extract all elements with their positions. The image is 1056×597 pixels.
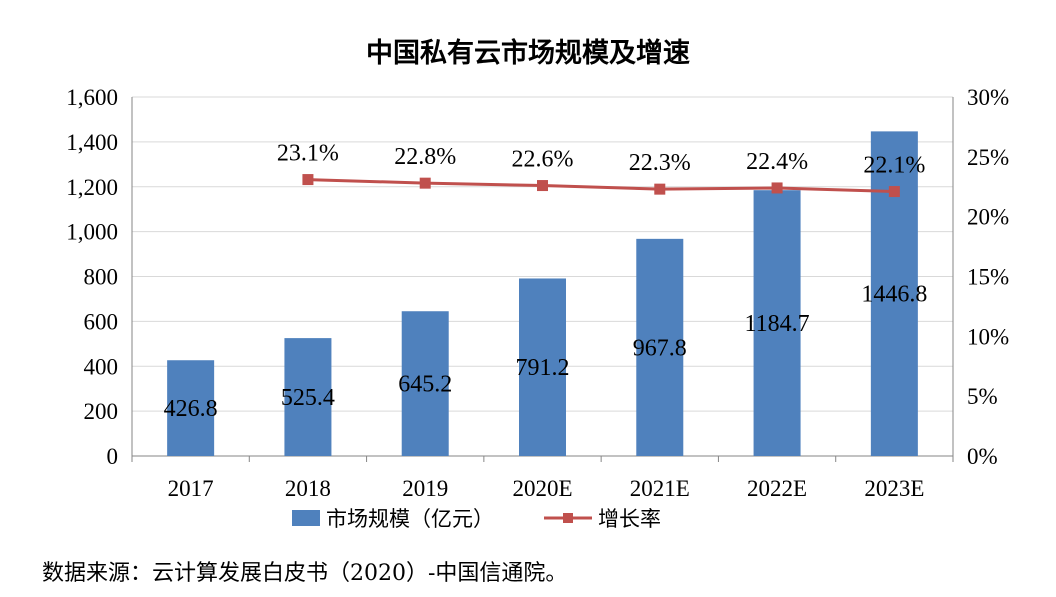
category-label: 2023E <box>864 476 924 501</box>
left-tick-label: 1,400 <box>66 130 118 155</box>
growth-value-label: 22.3% <box>629 150 691 176</box>
growth-marker <box>888 186 900 198</box>
category-label: 2022E <box>747 476 807 501</box>
bar-value-label: 1446.8 <box>861 282 927 308</box>
growth-value-label: 22.8% <box>394 144 456 170</box>
right-tick-label: 15% <box>967 265 1009 290</box>
category-label: 2020E <box>512 476 572 501</box>
growth-marker <box>771 182 783 194</box>
line-data-labels: 23.1% 22.8% 22.6% 22.3% 22.4% 22.1% <box>277 141 925 179</box>
growth-value-label: 23.1% <box>277 141 339 167</box>
growth-marker <box>537 180 548 192</box>
bar <box>636 238 684 456</box>
line-series <box>302 174 900 198</box>
bar <box>284 338 332 456</box>
legend-line-marker <box>563 513 573 523</box>
category-label: 2019 <box>402 476 448 501</box>
bar-data-labels: 426.8 525.4 645.2 791.2 967.8 1184.7 1446.8 <box>164 282 928 422</box>
bar-value-label: 525.4 <box>281 385 335 411</box>
category-labels: 2017 2018 2019 2020E 2021E 2022E 2023E <box>168 476 925 501</box>
legend-bar-swatch <box>292 510 320 526</box>
legend-line-label: 增长率 <box>598 507 661 531</box>
bar-value-label: 791.2 <box>516 355 570 381</box>
growth-marker <box>654 183 666 195</box>
bar-value-label: 967.8 <box>633 335 687 361</box>
category-label: 2021E <box>630 476 690 501</box>
right-tick-label: 0% <box>967 444 998 469</box>
bar-value-label: 1184.7 <box>745 311 810 337</box>
growth-line <box>307 178 895 194</box>
right-tick-label: 20% <box>967 205 1009 230</box>
bar <box>753 190 801 457</box>
growth-value-label: 22.6% <box>512 147 574 173</box>
right-axis-ticks: 0% 5% 10% 15% 20% 25% 30% <box>967 85 1009 469</box>
growth-marker <box>419 177 431 189</box>
growth-value-label: 22.4% <box>746 149 808 175</box>
bar-value-label: 426.8 <box>164 396 218 422</box>
legend: 市场规模（亿元） 增长率 <box>292 507 661 531</box>
growth-marker <box>302 174 314 186</box>
chart-title: 中国私有云市场规模及增速 <box>366 37 690 69</box>
left-tick-label: 1,600 <box>66 85 118 110</box>
legend-bar-label: 市场规模（亿元） <box>326 507 494 531</box>
left-tick-label: 600 <box>84 309 119 334</box>
right-tick-label: 10% <box>967 324 1009 349</box>
left-tick-label: 0 <box>107 444 119 469</box>
right-tick-label: 30% <box>967 85 1009 110</box>
left-tick-label: 400 <box>84 354 119 379</box>
bar <box>519 278 566 456</box>
bar-series <box>167 131 918 457</box>
bar <box>401 311 449 456</box>
left-tick-label: 200 <box>84 399 119 424</box>
bar <box>167 360 215 456</box>
left-tick-label: 1,000 <box>66 220 118 245</box>
left-tick-label: 800 <box>84 265 119 290</box>
left-axis-ticks: 0 200 400 600 800 1,000 1,200 1,400 1,600 <box>66 85 118 469</box>
bar <box>870 131 918 456</box>
left-tick-label: 1,200 <box>66 175 118 200</box>
source-note: 数据来源：云计算发展白皮书（2020）-中国信通院。 <box>42 561 568 586</box>
category-label: 2018 <box>285 476 331 501</box>
right-tick-label: 25% <box>967 145 1009 170</box>
bar-value-label: 645.2 <box>398 372 452 398</box>
right-tick-label: 5% <box>967 384 998 409</box>
growth-value-label: 22.1% <box>863 153 925 179</box>
category-label: 2017 <box>168 476 214 501</box>
